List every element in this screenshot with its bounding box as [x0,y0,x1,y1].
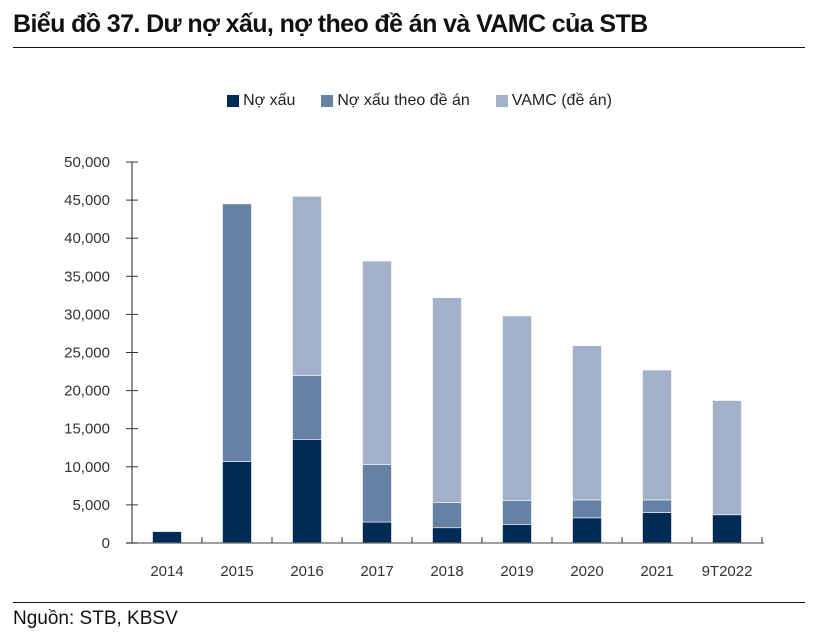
bar-segment-2018-series-2 [432,297,462,503]
axes-layer [126,161,764,544]
y-tick-label: 5,000 [72,497,110,514]
bar-segment-2017-series-1 [362,464,392,523]
bar-segment-2018-series-0 [432,527,462,544]
legend-swatch-no-xau [227,95,240,107]
labels-layer: 0 5,000 10,000 15,000 20,000 25,000 30,000 35,0… [64,154,752,580]
x-tick-label: 9T2022 [702,563,753,580]
bar-segment-2021-series-2 [642,369,672,501]
x-tick-label: 2018 [430,563,463,580]
bar-segment-2014-series-0 [152,531,182,544]
y-tick-label: 25,000 [64,345,110,362]
y-tick-label: 0 [102,535,110,552]
bar-segment-2016-series-2 [292,195,322,376]
y-tick-label: 35,000 [64,268,110,285]
y-tick-label: 45,000 [64,192,110,209]
legend-item-no-xau-theo-de-an: Nợ xấu theo đề án [321,92,470,110]
bar-segment-2016-series-0 [292,439,322,544]
y-tick-label: 15,000 [64,421,110,438]
x-tick-label: 2021 [640,563,673,580]
y-tick-label: 30,000 [64,306,110,323]
bar-segment-2019-series-0 [502,524,532,544]
bar-segment-9T2022-series-0 [712,514,742,544]
legend-label-no-xau: Nợ xấu [243,92,296,109]
bar-segment-2021-series-1 [642,499,672,513]
x-tick-label: 2014 [150,563,183,580]
y-tick-label: 40,000 [64,230,110,247]
x-tick-label: 2019 [500,563,533,580]
title-divider [13,47,805,48]
chart-legend: Nợ xấu Nợ xấu theo đề án VAMC (đề án) [0,92,833,110]
chart-title: Biểu đồ 37. Dư nợ xấu, nợ theo đề án và … [13,10,648,38]
x-tick-label: 2015 [220,563,253,580]
bar-segment-2015-series-0 [222,461,252,544]
y-tick-label: 20,000 [64,383,110,400]
bar-segment-2019-series-1 [502,500,532,526]
bar-segment-2017-series-0 [362,521,392,544]
y-tick-label: 10,000 [64,459,110,476]
source-divider [13,602,805,603]
bar-segment-2015-series-1 [222,203,252,462]
bar-segment-2016-series-1 [292,375,322,440]
bar-segment-2021-series-0 [642,512,672,544]
legend-item-vamc: VAMC (đề án) [495,92,612,110]
bar-segment-9T2022-series-2 [712,400,742,516]
x-tick-label: 2016 [290,563,323,580]
legend-swatch-vamc [495,95,508,107]
bar-segment-2020-series-0 [572,517,602,544]
bar-segment-2018-series-1 [432,502,462,529]
y-tick-label: 50,000 [64,154,110,171]
legend-label-vamc: VAMC (đề án) [511,92,612,109]
bar-segment-2020-series-1 [572,499,602,519]
bar-segment-2019-series-2 [502,315,532,502]
x-tick-label: 2020 [570,563,603,580]
legend-item-no-xau: Nợ xấu [227,92,295,110]
bar-segment-2020-series-2 [572,345,602,501]
bar-segment-2017-series-2 [362,260,392,465]
bars-layer [152,195,742,544]
legend-label-no-xau-theo-de-an: Nợ xấu theo đề án [337,92,470,109]
x-tick-label: 2017 [360,563,393,580]
legend-swatch-no-xau-theo-de-an [321,95,334,107]
source-note: Nguồn: STB, KBSV [13,608,178,629]
